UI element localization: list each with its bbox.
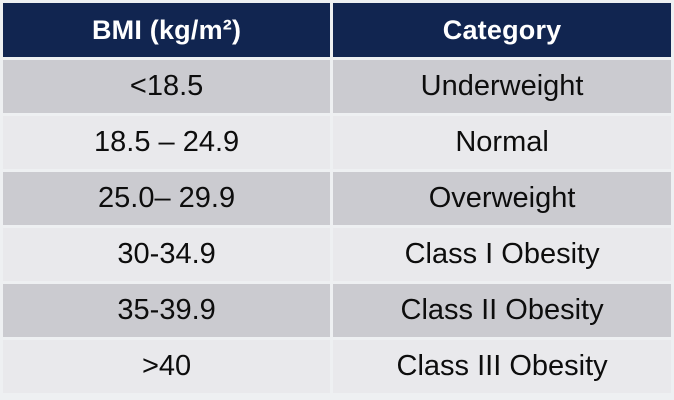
bmi-cell: 18.5 – 24.9	[3, 116, 331, 169]
table-body: <18.5 Underweight 18.5 – 24.9 Normal 25.…	[3, 60, 671, 393]
bmi-cell: 30-34.9	[3, 228, 331, 281]
column-header-bmi: BMI (kg/m²)	[3, 3, 331, 57]
bmi-cell: <18.5	[3, 60, 331, 113]
table-row: <18.5 Underweight	[3, 60, 671, 113]
category-cell: Class III Obesity	[333, 340, 671, 393]
bmi-cell: >40	[3, 340, 331, 393]
bmi-cell: 25.0– 29.9	[3, 172, 331, 225]
table-row: 35-39.9 Class II Obesity	[3, 284, 671, 337]
category-cell: Class I Obesity	[333, 228, 671, 281]
table-header: BMI (kg/m²) Category	[3, 3, 671, 57]
table-row: >40 Class III Obesity	[3, 340, 671, 393]
bmi-cell: 35-39.9	[3, 284, 331, 337]
category-cell: Normal	[333, 116, 671, 169]
category-cell: Underweight	[333, 60, 671, 113]
table-row: 18.5 – 24.9 Normal	[3, 116, 671, 169]
category-cell: Class II Obesity	[333, 284, 671, 337]
header-row: BMI (kg/m²) Category	[3, 3, 671, 57]
category-cell: Overweight	[333, 172, 671, 225]
table-row: 25.0– 29.9 Overweight	[3, 172, 671, 225]
table-row: 30-34.9 Class I Obesity	[3, 228, 671, 281]
column-header-category: Category	[333, 3, 671, 57]
